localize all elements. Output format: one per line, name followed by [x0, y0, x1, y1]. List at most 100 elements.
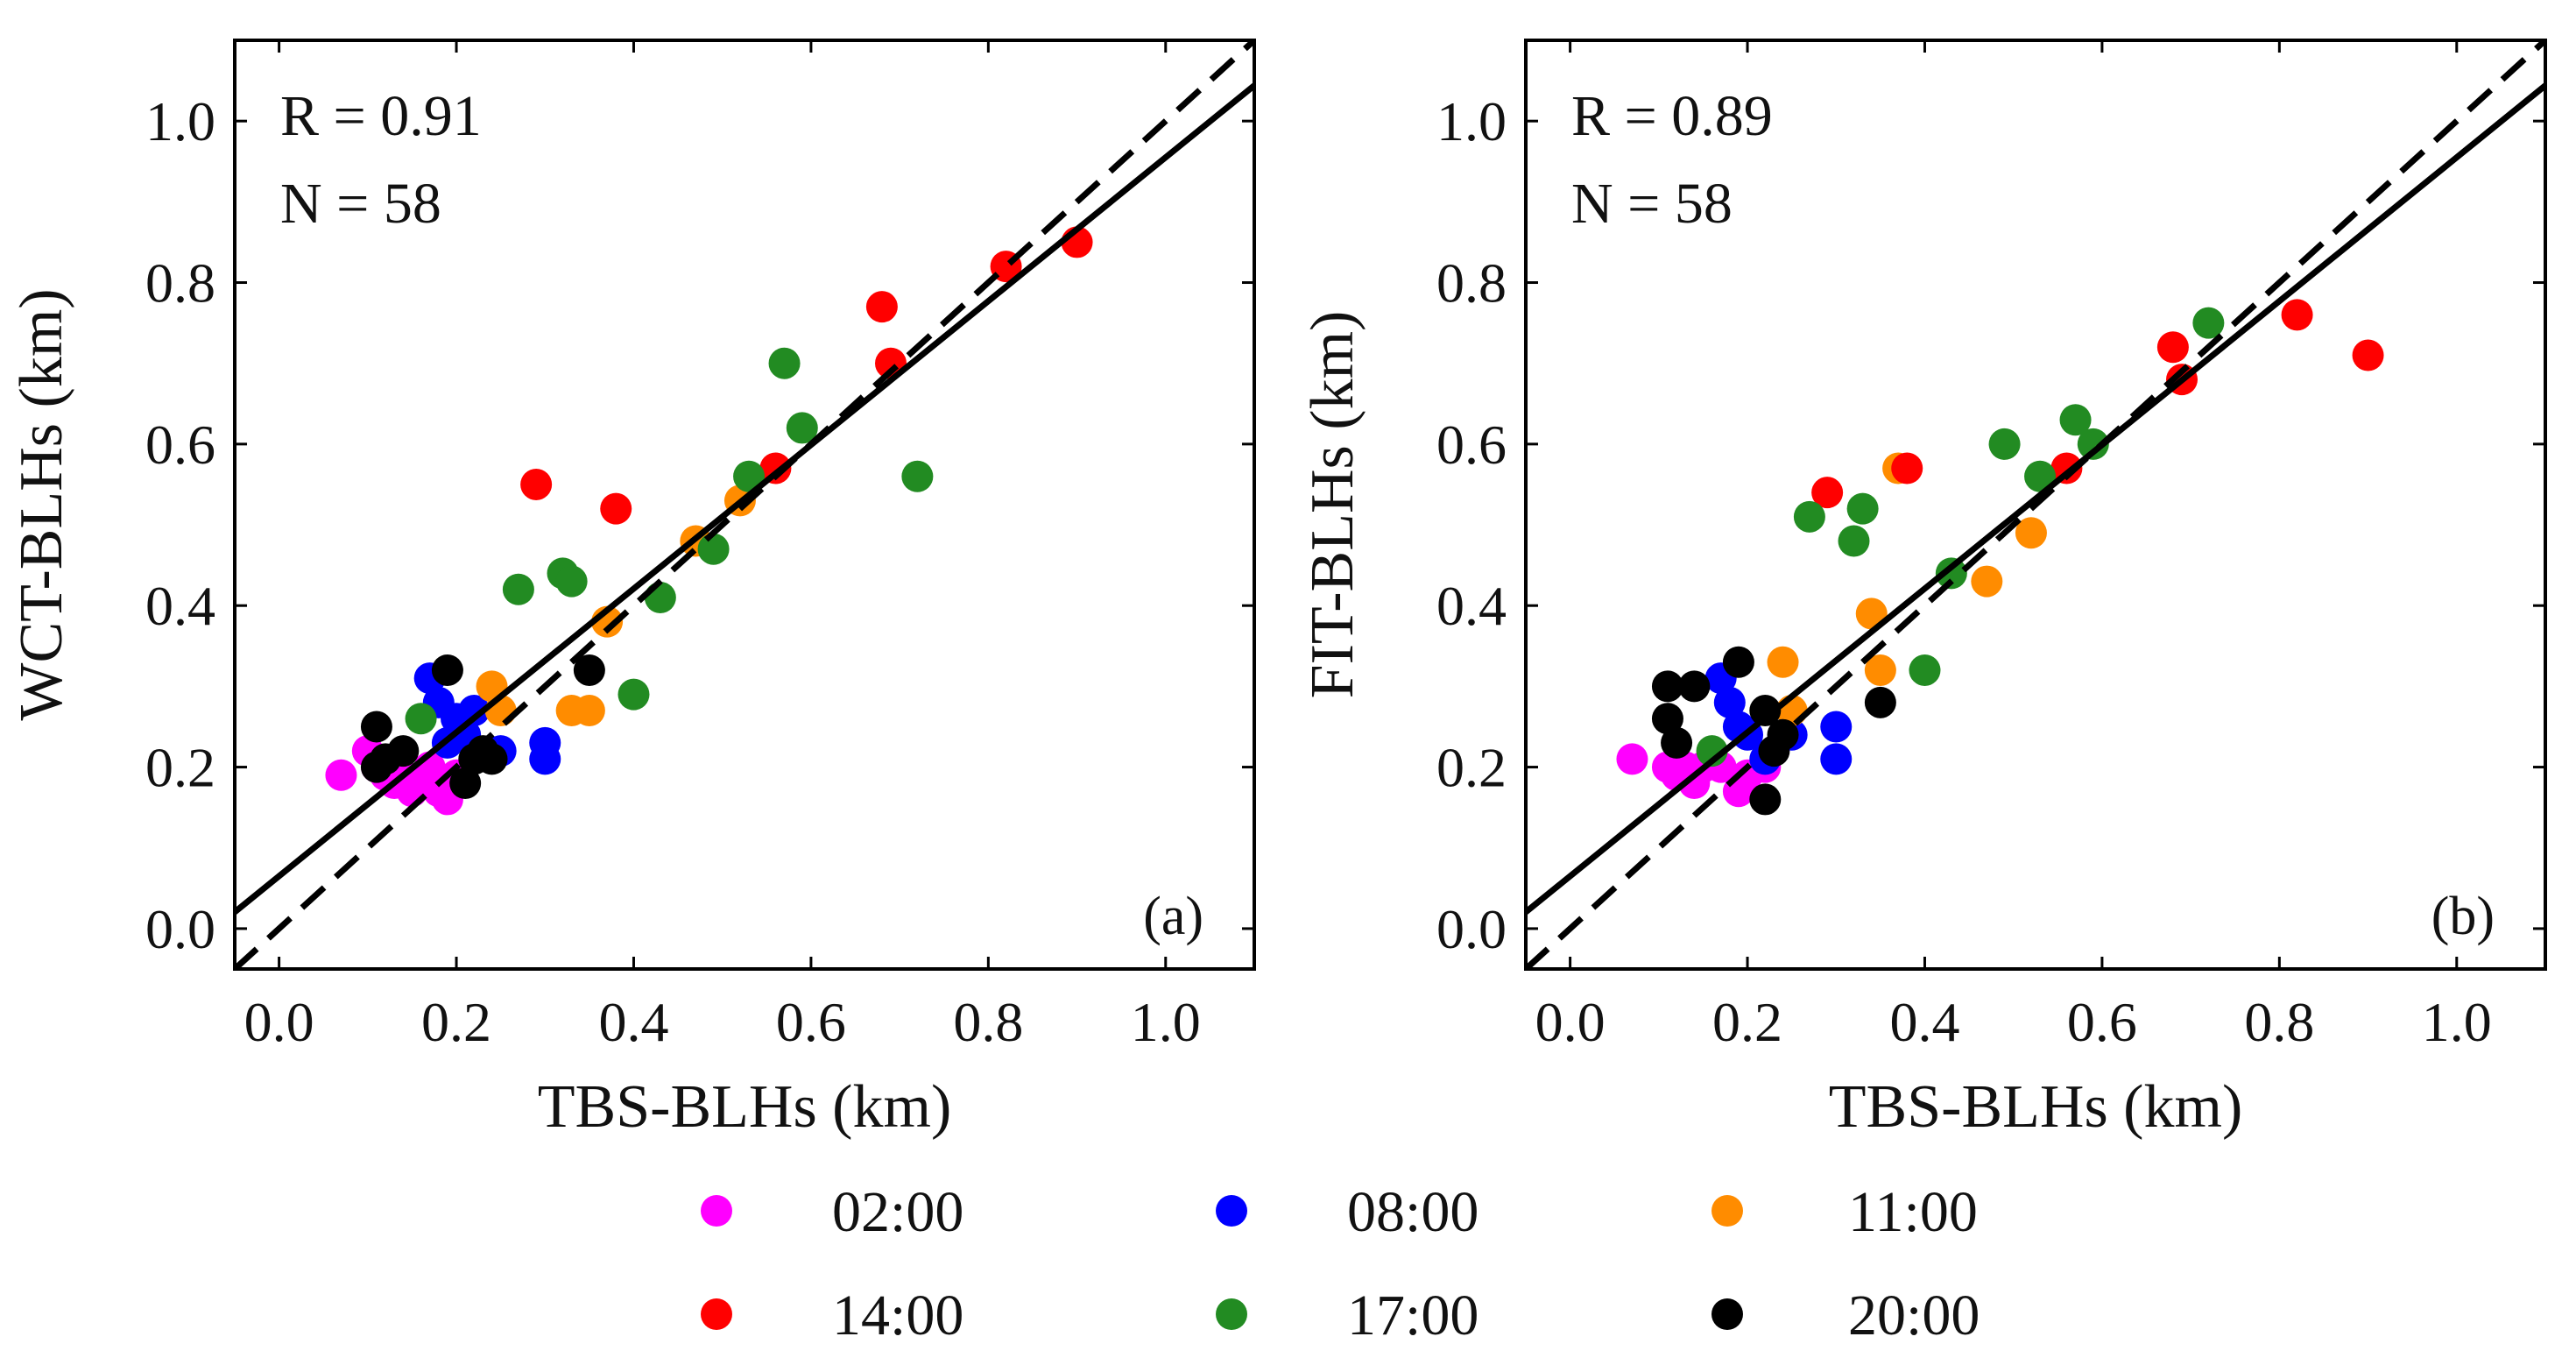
data-point	[573, 654, 605, 686]
data-point	[1971, 565, 2003, 598]
data-point	[1767, 646, 1799, 678]
data-point	[387, 735, 420, 767]
data-point	[360, 711, 392, 743]
data-point	[1696, 735, 1728, 767]
y-tick-label: 0.8	[1436, 252, 1507, 315]
data-point	[1820, 711, 1853, 743]
plot-frame	[1524, 39, 2547, 971]
x-tick-label: 0.6	[776, 991, 846, 1053]
legend-label: 14:00	[832, 1284, 963, 1347]
data-point	[2192, 307, 2225, 339]
panel-a: 0.0 0.0 0.2 0.2 0.4 0.4 0.6 0.6 0.8 0.8 1.0 1.0 TBS-…	[8, 39, 1256, 1141]
series-1700	[405, 347, 934, 735]
identity-line	[235, 40, 1254, 969]
data-points	[325, 226, 1093, 816]
data-point	[573, 695, 605, 727]
legend-item: 11:00	[1711, 1180, 1978, 1244]
legend-marker	[701, 1298, 732, 1330]
identity-line	[1526, 40, 2545, 969]
reference-lines	[235, 40, 1254, 969]
x-tick-label: 1.0	[2422, 991, 2492, 1053]
data-point	[618, 678, 650, 711]
x-axis-label: TBS-BLHs (km)	[538, 1073, 952, 1141]
legend-item: 08:00	[1216, 1180, 1479, 1244]
data-point	[768, 347, 801, 379]
data-point	[1661, 726, 1693, 759]
legend-marker	[1711, 1195, 1743, 1227]
x-tick-label: 0.8	[2244, 991, 2314, 1053]
y-tick-label: 0.8	[145, 252, 215, 315]
data-point	[1864, 686, 1896, 718]
data-point	[1616, 743, 1648, 775]
data-point	[476, 743, 508, 775]
data-point	[1935, 557, 1967, 590]
r-value: R = 0.91	[280, 84, 482, 148]
y-tick-label: 0.0	[145, 898, 215, 960]
legend-label: 17:00	[1347, 1284, 1479, 1347]
data-point	[1651, 670, 1683, 703]
legend-item: 02:00	[701, 1180, 963, 1244]
panel-b: 0.0 0.0 0.2 0.2 0.4 0.4 0.6 0.6 0.8 0.8 1.0 1.0 TBS-…	[1299, 39, 2547, 1141]
y-tick-label: 0.0	[1436, 898, 1507, 960]
legend-item: 14:00	[701, 1284, 963, 1347]
legend-label: 11:00	[1848, 1180, 1978, 1244]
x-tick-label: 0.0	[1535, 991, 1606, 1053]
data-point	[865, 291, 898, 323]
data-point	[325, 759, 357, 791]
series-2000	[360, 654, 605, 799]
data-point	[1891, 452, 1923, 484]
data-point	[1988, 428, 2021, 460]
data-point	[502, 573, 534, 605]
y-tick-label: 0.4	[1436, 575, 1507, 637]
panel-label: (b)	[2431, 887, 2495, 946]
data-point	[733, 460, 766, 492]
data-point	[529, 726, 561, 759]
legend-marker	[1711, 1298, 1743, 1330]
legend-marker	[1216, 1298, 1247, 1330]
y-tick-label: 0.2	[1436, 737, 1507, 799]
x-tick-label: 0.8	[953, 991, 1023, 1053]
x-tick-label: 1.0	[1131, 991, 1201, 1053]
data-point	[458, 695, 490, 727]
data-point	[449, 767, 482, 799]
n-value: N = 58	[280, 172, 441, 236]
data-point	[1713, 686, 1746, 718]
data-point	[2077, 428, 2109, 460]
n-value: N = 58	[1571, 172, 1733, 236]
reference-lines	[1526, 40, 2545, 969]
x-tick-label: 0.2	[1712, 991, 1782, 1053]
data-point	[1846, 492, 1879, 525]
data-point	[1820, 743, 1853, 775]
data-point	[520, 468, 553, 500]
panel-label: (a)	[1143, 887, 1203, 946]
r-value: R = 0.89	[1571, 84, 1773, 148]
fit-line	[235, 82, 1254, 915]
data-point	[1909, 654, 1941, 686]
data-point	[1651, 703, 1683, 735]
data-point	[786, 412, 818, 444]
y-tick-label: 1.0	[145, 90, 215, 152]
data-point	[2281, 299, 2313, 331]
data-point	[1864, 654, 1896, 686]
data-point	[431, 654, 463, 686]
data-point	[555, 565, 588, 598]
legend-label: 20:00	[1848, 1284, 1980, 1347]
data-point	[1793, 500, 1825, 533]
x-tick-label: 0.2	[421, 991, 491, 1053]
data-point	[405, 703, 437, 735]
series-1400	[1811, 299, 2384, 509]
data-point	[1678, 670, 1711, 703]
y-tick-label: 0.6	[145, 414, 215, 476]
data-point	[2156, 331, 2189, 364]
data-point	[2024, 460, 2057, 492]
y-tick-label: 0.2	[145, 737, 215, 799]
legend-marker	[1216, 1195, 1247, 1227]
data-point	[2015, 517, 2047, 549]
data-point	[697, 533, 730, 565]
y-tick-label: 0.6	[1436, 414, 1507, 476]
data-point	[1722, 646, 1754, 678]
data-point	[644, 582, 676, 613]
legend-marker	[701, 1195, 732, 1227]
legend-item: 17:00	[1216, 1284, 1479, 1347]
